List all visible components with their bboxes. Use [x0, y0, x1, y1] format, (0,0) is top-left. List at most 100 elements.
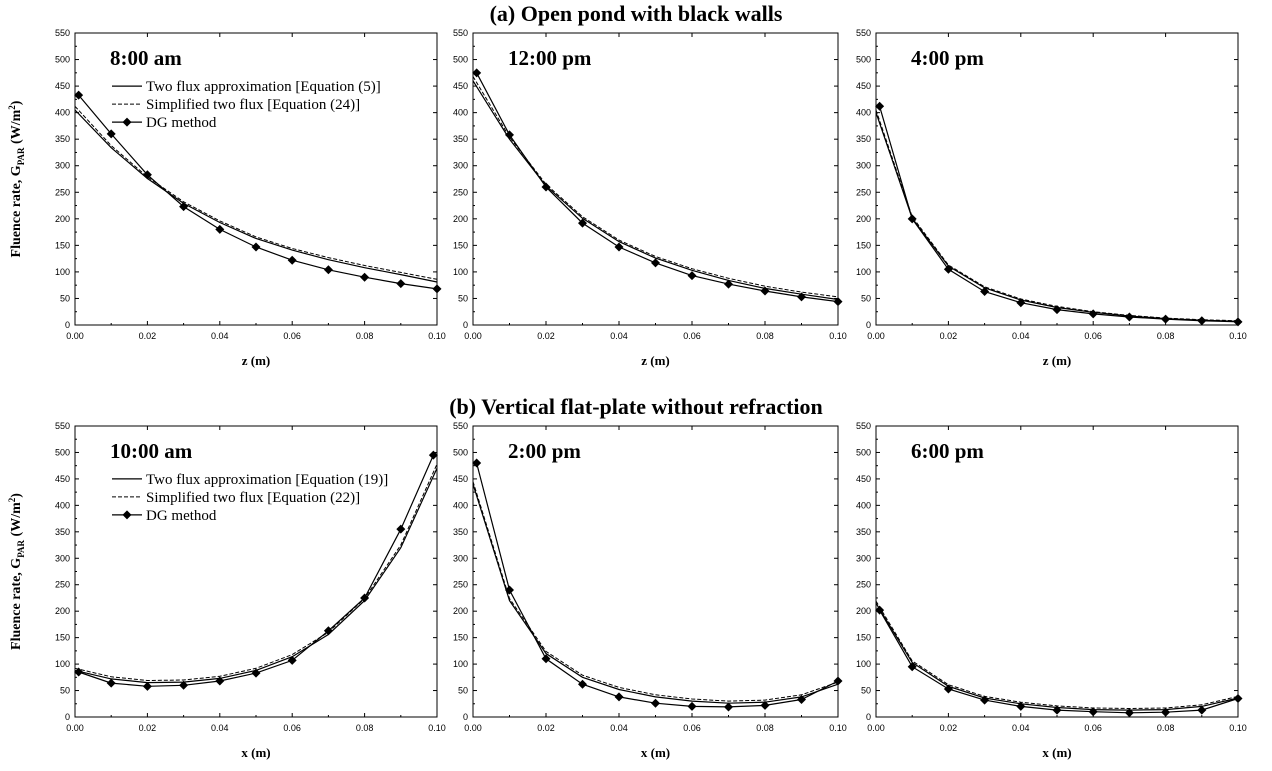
- legend-entry-label: Simplified two flux [Equation (24)]: [146, 97, 360, 113]
- y-tick-label: 350: [856, 134, 871, 144]
- y-axis-label: Fluence rate, GPAR (W/m2): [7, 493, 26, 650]
- x-tick-label: 0.08: [356, 723, 374, 733]
- y-tick-label: 50: [458, 293, 468, 303]
- legend-entry-label: DG method: [146, 508, 217, 524]
- plot-frame: [472, 425, 839, 718]
- y-tick-label: 50: [60, 686, 70, 696]
- y-tick-label: 200: [856, 606, 871, 616]
- dg-diamond-marker: [1088, 309, 1098, 319]
- x-tick-label: 0.06: [283, 331, 301, 341]
- x-tick-label: 0.08: [756, 723, 774, 733]
- dg-diamond-marker: [614, 242, 624, 252]
- x-tick-label: 0.00: [66, 331, 84, 341]
- dg-diamond-marker: [907, 662, 917, 672]
- chart-panel-4: 0 50 100 150 200 250 300 350 400 450 500 550 0.00 0.0…: [7, 421, 446, 760]
- dg-diamond-marker: [396, 524, 406, 534]
- x-axis-label: x (m): [1042, 745, 1071, 760]
- y-tick-label: 150: [453, 240, 468, 250]
- y-tick-label: 100: [453, 267, 468, 277]
- y-tick-label: 300: [856, 161, 871, 171]
- y-tick-label: 50: [60, 293, 70, 303]
- dg-diamond-marker: [833, 297, 843, 307]
- dg-diamond-marker: [1016, 298, 1026, 308]
- y-tick-label: 450: [856, 474, 871, 484]
- dg-diamond-marker: [1233, 693, 1243, 703]
- panel-time-title: 4:00 pm: [911, 46, 984, 70]
- y-axis-label: Fluence rate, GPAR (W/m2): [7, 100, 26, 257]
- y-tick-label: 450: [856, 81, 871, 91]
- y-tick-label: 250: [856, 580, 871, 590]
- series-line-two-flux: [472, 484, 839, 704]
- x-tick-label: 0.00: [464, 723, 482, 733]
- x-tick-label: 0.02: [537, 723, 555, 733]
- y-tick-label: 350: [55, 134, 70, 144]
- y-tick-label: 50: [861, 293, 871, 303]
- dg-diamond-marker: [360, 272, 370, 282]
- y-tick-label: 400: [453, 108, 468, 118]
- dg-diamond-marker: [875, 605, 885, 615]
- section-a-title: (a) Open pond with black walls: [490, 1, 783, 26]
- series-line-two-flux: [875, 112, 1239, 322]
- series-line-dg: [476, 462, 839, 708]
- dg-diamond-marker: [472, 68, 482, 78]
- y-tick-label: 550: [453, 28, 468, 38]
- panel-time-title: 10:00 am: [110, 439, 193, 463]
- y-tick-label: 50: [458, 686, 468, 696]
- y-tick-label: 250: [453, 187, 468, 197]
- y-tick-label: 500: [453, 447, 468, 457]
- dg-diamond-marker: [687, 271, 697, 281]
- y-tick-label: 300: [453, 553, 468, 563]
- chart-panel-6: 0 50 100 150 200 250 300 350 400 450 500 550 0.00 0.0…: [856, 421, 1247, 760]
- dg-diamond-marker: [578, 218, 587, 228]
- dg-diamond-marker: [907, 214, 917, 224]
- x-tick-label: 0.06: [683, 723, 701, 733]
- panel-time-title: 12:00 pm: [508, 46, 592, 70]
- y-tick-label: 0: [866, 712, 871, 722]
- x-tick-label: 0.02: [537, 331, 555, 341]
- dg-diamond-marker: [396, 279, 406, 289]
- y-tick-label: 250: [856, 187, 871, 197]
- y-tick-label: 0: [463, 712, 468, 722]
- dg-diamond-marker: [760, 700, 770, 710]
- y-tick-label: 350: [453, 134, 468, 144]
- x-tick-label: 0.10: [829, 723, 847, 733]
- x-tick-label: 0.08: [756, 331, 774, 341]
- dg-diamond-marker: [1088, 707, 1098, 717]
- dg-diamond-marker: [1161, 314, 1171, 324]
- dg-diamond-marker: [980, 287, 990, 297]
- x-tick-label: 0.04: [211, 331, 229, 341]
- y-tick-label: 500: [55, 447, 70, 457]
- y-tick-label: 300: [856, 553, 871, 563]
- x-tick-label: 0.00: [66, 723, 84, 733]
- y-tick-label: 400: [856, 108, 871, 118]
- y-tick-label: 500: [856, 55, 871, 65]
- y-tick-label: 350: [856, 527, 871, 537]
- dg-diamond-marker: [1197, 316, 1207, 326]
- x-tick-label: 0.10: [1229, 723, 1247, 733]
- y-tick-label: 100: [453, 659, 468, 669]
- x-tick-label: 0.04: [610, 331, 628, 341]
- dg-diamond-marker: [360, 593, 370, 603]
- dg-diamond-marker: [74, 667, 84, 677]
- x-axis-label: z (m): [242, 353, 271, 368]
- y-tick-label: 100: [856, 659, 871, 669]
- series-line-simplified: [74, 463, 438, 682]
- dg-diamond-marker: [875, 101, 885, 111]
- y-tick-label: 500: [856, 447, 871, 457]
- y-tick-label: 200: [453, 214, 468, 224]
- y-tick-label: 450: [453, 81, 468, 91]
- y-tick-label: 250: [453, 580, 468, 590]
- dg-diamond-marker: [179, 202, 189, 212]
- y-tick-label: 150: [856, 240, 871, 250]
- y-tick-label: 550: [856, 421, 871, 431]
- dg-diamond-marker: [505, 585, 514, 595]
- dg-diamond-marker: [142, 170, 152, 180]
- y-tick-label: 100: [856, 267, 871, 277]
- dg-diamond-marker: [1124, 708, 1134, 718]
- y-tick-label: 200: [856, 214, 871, 224]
- x-tick-label: 0.10: [1229, 331, 1247, 341]
- x-tick-label: 0.00: [464, 331, 482, 341]
- y-tick-label: 0: [463, 320, 468, 330]
- y-tick-label: 250: [55, 187, 70, 197]
- x-axis-label: x (m): [641, 745, 670, 760]
